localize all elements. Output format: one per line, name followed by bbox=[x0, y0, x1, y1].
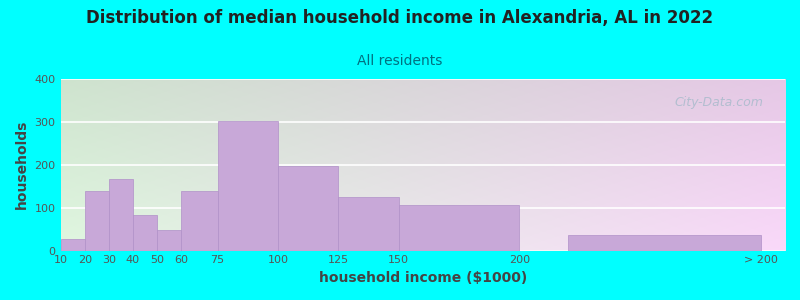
Bar bbox=[278, 166, 338, 250]
Text: Distribution of median household income in Alexandria, AL in 2022: Distribution of median household income … bbox=[86, 9, 714, 27]
X-axis label: household income ($1000): household income ($1000) bbox=[318, 271, 527, 285]
Y-axis label: households: households bbox=[15, 120, 29, 209]
Bar bbox=[85, 190, 109, 250]
Bar bbox=[568, 235, 761, 250]
Bar bbox=[398, 205, 519, 250]
Bar bbox=[61, 238, 85, 250]
Bar bbox=[218, 121, 278, 250]
Bar bbox=[338, 197, 398, 250]
Bar bbox=[182, 190, 218, 250]
Bar bbox=[109, 178, 133, 250]
Text: City-Data.com: City-Data.com bbox=[674, 96, 763, 109]
Bar bbox=[133, 215, 157, 250]
Text: All residents: All residents bbox=[358, 54, 442, 68]
Bar bbox=[157, 230, 182, 250]
